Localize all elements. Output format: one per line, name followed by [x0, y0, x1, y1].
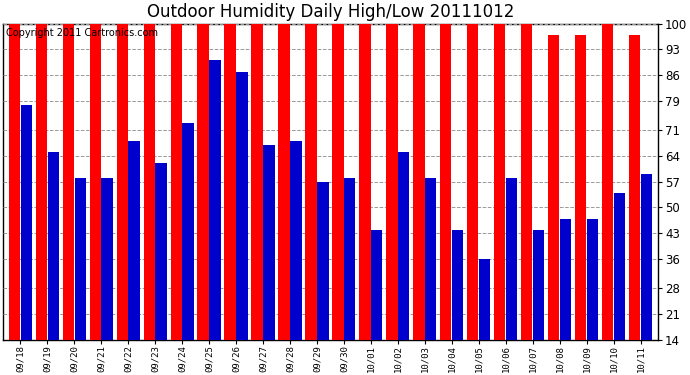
Bar [197, 0, 209, 340]
Bar [278, 0, 290, 340]
Bar [521, 20, 533, 340]
Bar [560, 219, 571, 340]
Bar [506, 178, 518, 340]
Bar [9, 0, 20, 340]
Bar [359, 16, 371, 340]
Bar [290, 141, 302, 340]
Bar [548, 35, 560, 340]
Bar [413, 16, 424, 340]
Bar [425, 178, 436, 340]
Bar [398, 152, 409, 340]
Bar [21, 105, 32, 340]
Bar [236, 72, 248, 340]
Bar [117, 24, 128, 340]
Bar [575, 35, 586, 340]
Bar [344, 178, 355, 340]
Bar [586, 219, 598, 340]
Bar [170, 0, 182, 340]
Bar [629, 35, 640, 340]
Bar [224, 24, 236, 340]
Bar [90, 24, 101, 340]
Bar [533, 230, 544, 340]
Text: Copyright 2011 Cartronics.com: Copyright 2011 Cartronics.com [6, 28, 158, 39]
Bar [333, 9, 344, 340]
Bar [264, 145, 275, 340]
Bar [251, 24, 263, 340]
Bar [306, 0, 317, 340]
Bar [602, 0, 613, 340]
Bar [128, 141, 140, 340]
Bar [452, 230, 464, 340]
Bar [48, 152, 59, 340]
Bar [101, 178, 112, 340]
Bar [317, 182, 328, 340]
Bar [467, 0, 478, 340]
Bar [494, 0, 505, 340]
Bar [36, 0, 47, 340]
Bar [182, 123, 194, 340]
Bar [614, 193, 625, 340]
Bar [144, 24, 155, 340]
Bar [75, 178, 86, 340]
Bar [155, 164, 167, 340]
Bar [209, 60, 221, 340]
Bar [63, 0, 74, 340]
Title: Outdoor Humidity Daily High/Low 20111012: Outdoor Humidity Daily High/Low 20111012 [147, 3, 514, 21]
Bar [641, 174, 652, 340]
Bar [479, 259, 491, 340]
Bar [371, 230, 382, 340]
Bar [440, 16, 451, 340]
Bar [386, 9, 397, 340]
